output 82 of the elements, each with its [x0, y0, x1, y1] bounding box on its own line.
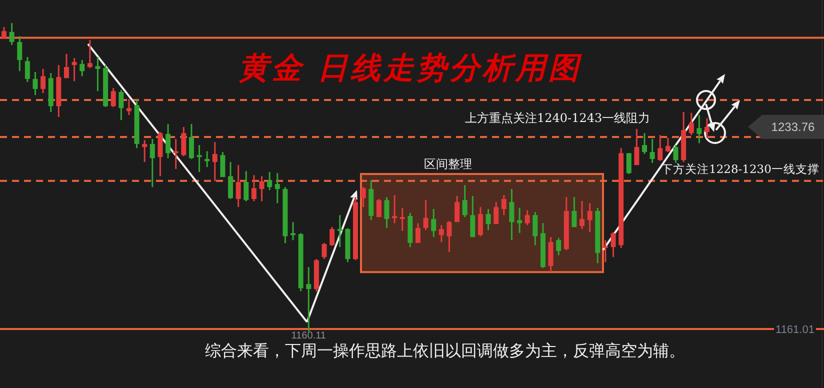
- candlestick: [446, 220, 452, 253]
- y-tick-label: 1161.01: [776, 324, 814, 336]
- candlestick: [384, 196, 390, 229]
- candlestick: [673, 144, 678, 164]
- candlestick: [118, 89, 124, 121]
- candlestick: [24, 56, 30, 83]
- candlestick: [17, 35, 22, 72]
- candlestick: [95, 56, 100, 92]
- candlestick: [524, 209, 530, 226]
- candlestick: [188, 123, 194, 160]
- candlestick: [87, 39, 92, 69]
- candlestick: [572, 196, 577, 228]
- candlestick: [166, 123, 171, 159]
- candlestick: [548, 236, 554, 273]
- candlestick: [634, 128, 640, 166]
- candlestick: [220, 151, 226, 178]
- candlestick: [517, 207, 522, 234]
- candlestick: [642, 132, 648, 155]
- candlestick: [696, 114, 702, 144]
- candlestick: [228, 161, 234, 200]
- candlestick: [244, 170, 249, 202]
- candlestick: [80, 59, 85, 77]
- candlestick: [626, 152, 632, 175]
- candlestick: [423, 199, 428, 231]
- candlestick: [376, 198, 382, 218]
- candlestick: [392, 194, 398, 224]
- candlestick: [110, 87, 116, 108]
- candlestick: [236, 164, 241, 208]
- candlestick: [251, 174, 256, 202]
- candlestick: [64, 53, 69, 79]
- candlestick: [454, 195, 460, 223]
- candlestick: [360, 186, 366, 208]
- candlestick: [415, 222, 420, 244]
- candlestick: [173, 138, 178, 170]
- candlestick: [486, 208, 491, 231]
- candlestick: [650, 138, 655, 164]
- candlestick: [602, 239, 608, 263]
- candlestick: [2, 26, 6, 40]
- candlestick: [212, 141, 218, 182]
- candlestick: [330, 226, 335, 247]
- candlestick: [150, 138, 155, 188]
- candlestick: [610, 231, 616, 258]
- candlestick: [158, 131, 163, 177]
- candlestick: [290, 221, 296, 241]
- candlestick: [580, 200, 585, 230]
- candlestick: [196, 144, 202, 173]
- candlestick: [306, 266, 312, 332]
- candlestick: [274, 172, 280, 204]
- candlestick: [142, 139, 148, 163]
- candlestick: [32, 71, 38, 96]
- annotation: 1160.11: [291, 330, 326, 342]
- candlestick: [494, 201, 499, 225]
- annotation: 综合来看，下周一操作思路上依旧以回调做多为主，反弹高空为辅。: [205, 341, 685, 360]
- candlestick: [72, 57, 77, 82]
- candlestick: [556, 237, 562, 256]
- candlestick: [337, 214, 342, 248]
- candlestick: [470, 195, 476, 238]
- candlestick: [40, 68, 46, 94]
- candlestick: [322, 242, 327, 260]
- candlestick: [438, 224, 444, 243]
- candlestick: [658, 134, 663, 162]
- candlestick: [688, 112, 694, 136]
- candlestick: [9, 22, 14, 46]
- candlestick: [509, 188, 514, 241]
- annotation: 上方重点关注1240-1243一线阻力: [465, 111, 650, 125]
- candlestick: [259, 175, 264, 202]
- candlestick: [665, 137, 670, 153]
- candlestick: [126, 98, 132, 116]
- band-label: 区间整理: [424, 156, 472, 171]
- candlestick: [587, 202, 592, 233]
- candlestick: [204, 150, 210, 168]
- candlestick: [181, 126, 186, 157]
- candlestick: [267, 171, 272, 191]
- candlestick: [704, 117, 710, 139]
- candlestick: [431, 208, 436, 238]
- y-tick-label: 1233.76: [771, 120, 816, 134]
- text: 黄金 日线走势分析用图: [238, 51, 583, 86]
- candlestick: [400, 207, 405, 232]
- candlestick: [532, 211, 538, 246]
- candlestick: [462, 184, 468, 218]
- candlestick: [501, 194, 506, 216]
- candlestick: [478, 206, 483, 237]
